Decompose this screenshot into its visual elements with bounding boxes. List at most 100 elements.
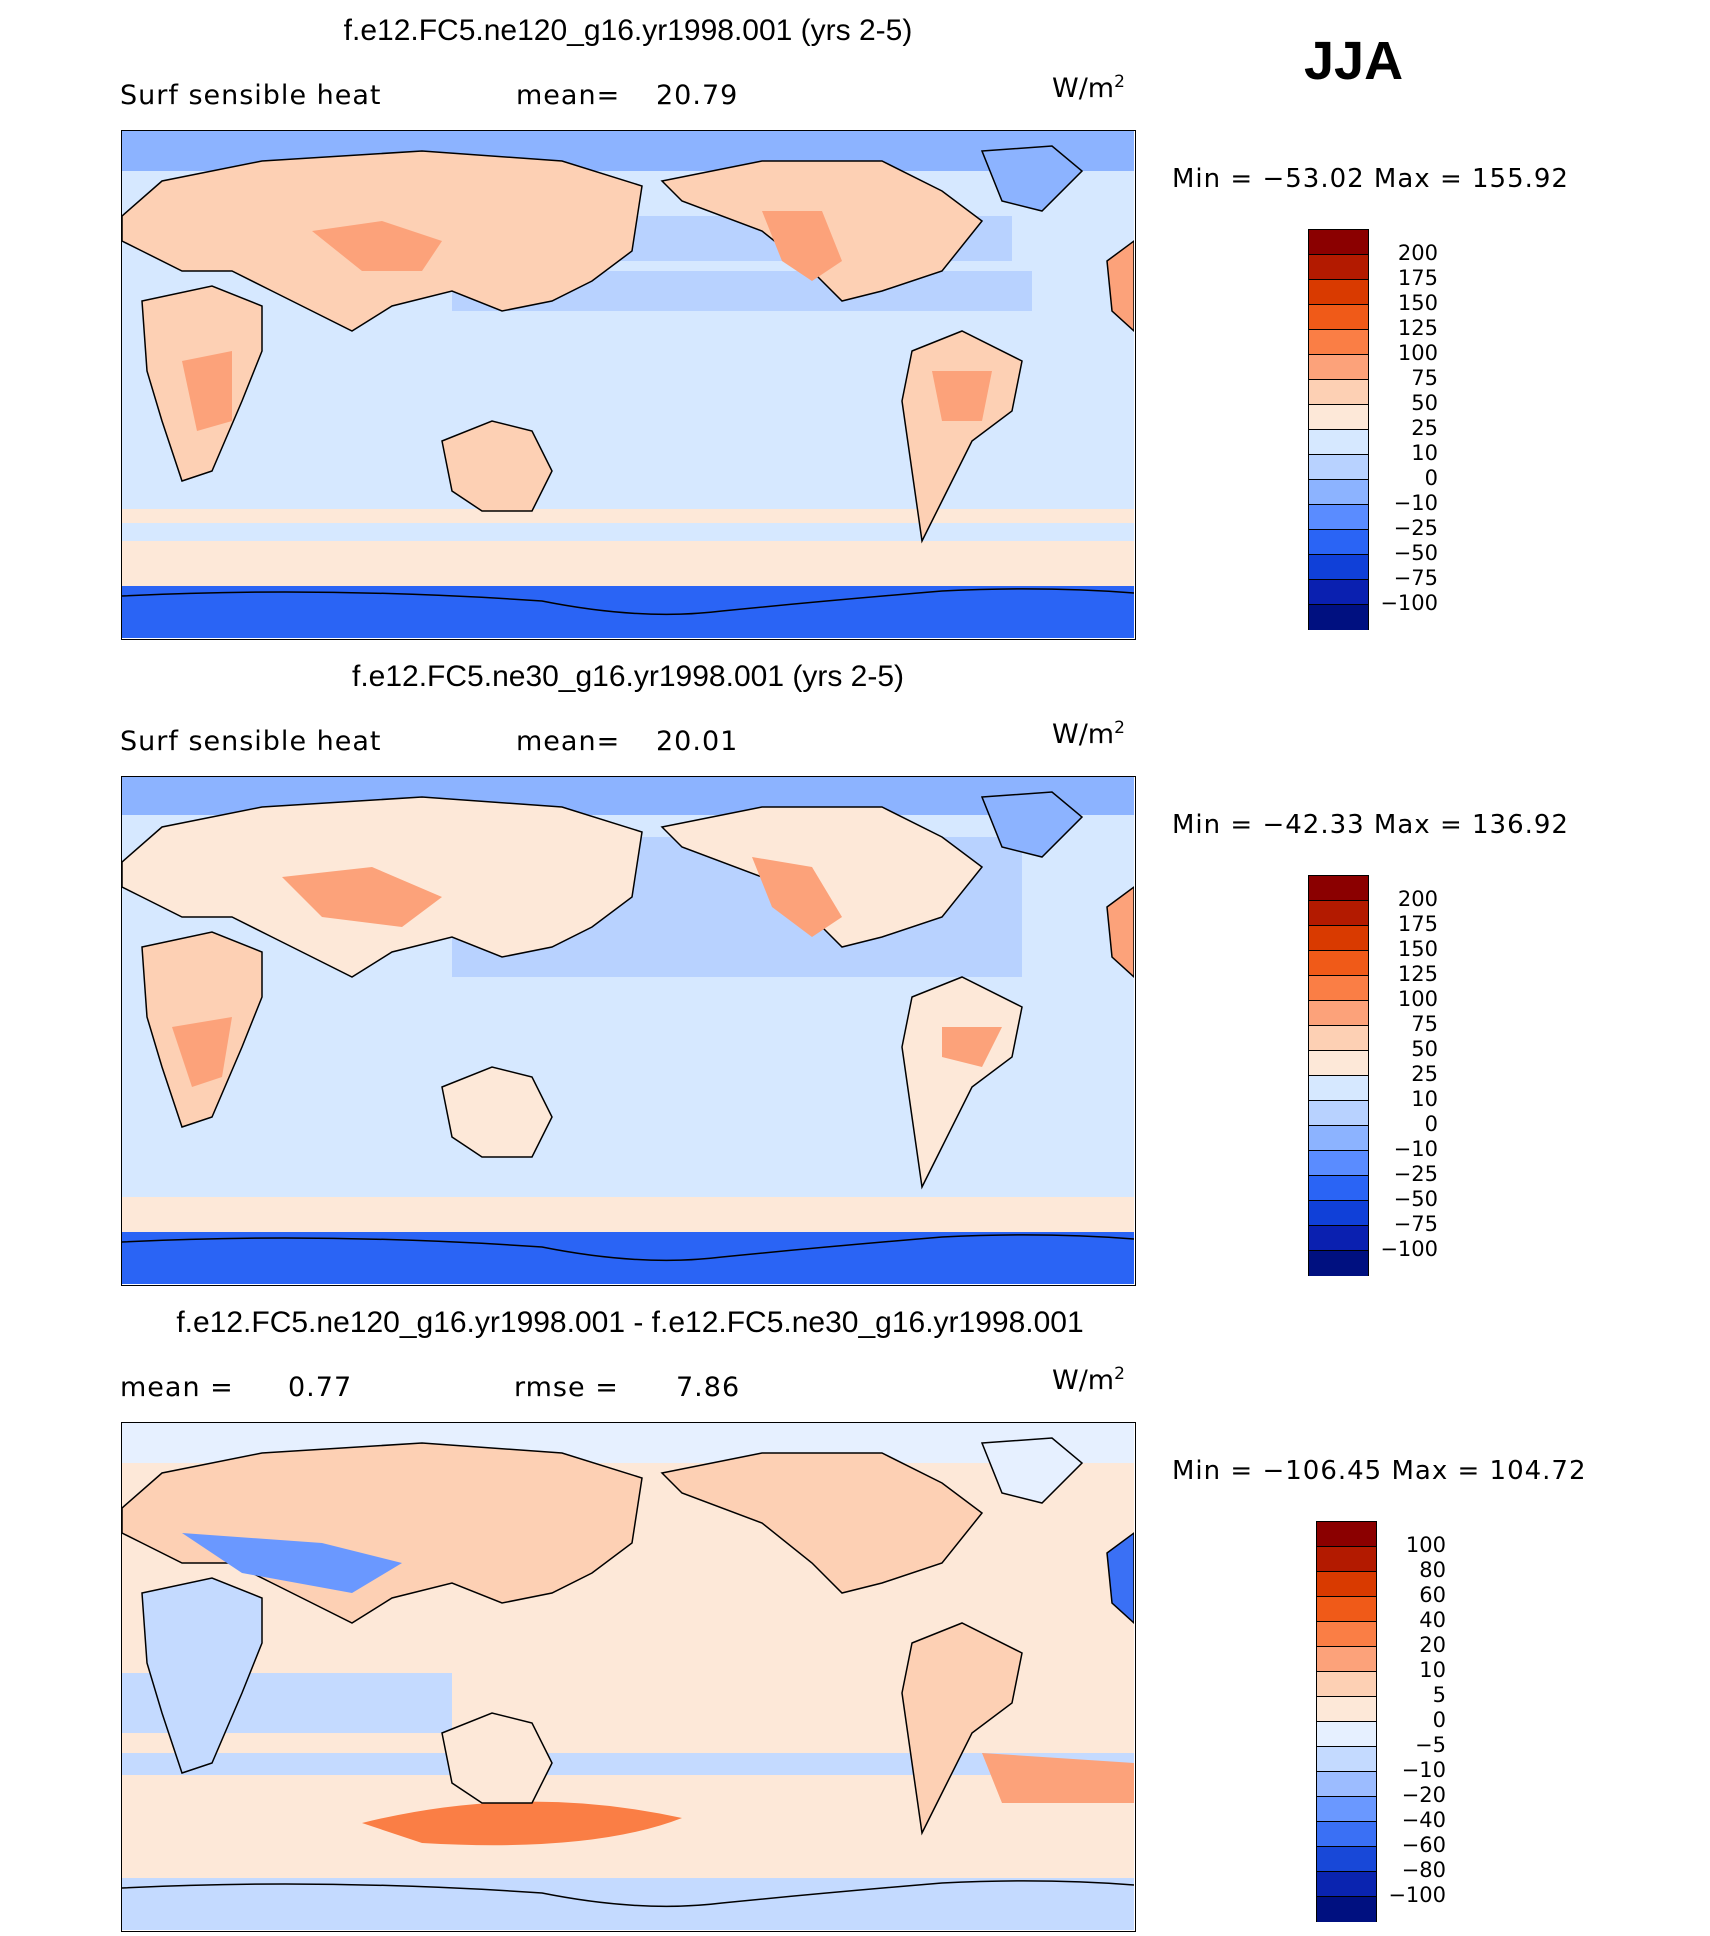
colorbar-swatch — [1309, 555, 1368, 580]
panel-1-minmax: Min = −53.02 Max = 155.92 — [1172, 164, 1569, 194]
colorbar-label: 5 — [1432, 1683, 1446, 1707]
colorbar-swatch — [1317, 1572, 1376, 1597]
colorbar-swatch — [1309, 330, 1368, 355]
colorbar-swatch — [1317, 1747, 1376, 1772]
colorbar-swatch — [1317, 1647, 1376, 1672]
panel-3-rmse-label: rmse = — [514, 1372, 619, 1403]
panel-3-rmse-value: 7.86 — [676, 1372, 741, 1403]
colorbar-swatch — [1309, 605, 1368, 630]
colorbar-swatch — [1317, 1872, 1376, 1897]
colorbar-label: −60 — [1401, 1833, 1446, 1857]
colorbar-label: −25 — [1393, 1162, 1438, 1186]
colorbar-swatch — [1317, 1622, 1376, 1647]
colorbar-swatch — [1317, 1797, 1376, 1822]
panel-1-mean-value: 20.79 — [656, 80, 739, 111]
colorbar-label: 50 — [1411, 1037, 1438, 1061]
colorbar-swatch — [1309, 901, 1368, 926]
panel-3-title: f.e12.FC5.ne120_g16.yr1998.001 - f.e12.F… — [176, 1306, 1084, 1339]
colorbar-label: −10 — [1393, 491, 1438, 515]
colorbar-label: 10 — [1419, 1658, 1446, 1682]
colorbar-label: −50 — [1393, 1187, 1438, 1211]
colorbar-label: 20 — [1419, 1633, 1446, 1657]
panel-1-map — [121, 130, 1136, 640]
colorbar-swatch — [1309, 1051, 1368, 1076]
colorbar-label: −5 — [1415, 1733, 1446, 1757]
colorbar-swatch — [1309, 1226, 1368, 1251]
colorbar-label: 40 — [1419, 1608, 1446, 1632]
panel-1-mean-label: mean= — [516, 80, 621, 111]
colorbar-swatch — [1317, 1847, 1376, 1872]
colorbar-label: −80 — [1401, 1858, 1446, 1882]
colorbar-label: −25 — [1393, 516, 1438, 540]
panel-2-mean-value: 20.01 — [656, 726, 739, 757]
panel-1-title: f.e12.FC5.ne120_g16.yr1998.001 (yrs 2-5) — [343, 14, 913, 47]
colorbar-label: 25 — [1411, 1062, 1438, 1086]
colorbar-swatch — [1317, 1697, 1376, 1722]
panel-2-minmax: Min = −42.33 Max = 136.92 — [1172, 810, 1569, 840]
colorbar-label: 50 — [1411, 391, 1438, 415]
colorbar-swatch — [1309, 280, 1368, 305]
colorbar-swatch — [1309, 976, 1368, 1001]
panel-3-colorbar — [1316, 1521, 1377, 1922]
colorbar-label: −100 — [1380, 591, 1438, 615]
colorbar-swatch — [1309, 580, 1368, 605]
colorbar-label: 200 — [1397, 241, 1438, 265]
colorbar-label: 125 — [1397, 316, 1438, 340]
colorbar-label: 175 — [1397, 266, 1438, 290]
panel-3-units: W/m2 — [1052, 1364, 1125, 1396]
panel-1-variable: Surf sensible heat — [120, 80, 382, 111]
panel-3-minmax: Min = −106.45 Max = 104.72 — [1172, 1456, 1587, 1486]
colorbar-swatch — [1309, 530, 1368, 555]
colorbar-label: −10 — [1393, 1137, 1438, 1161]
colorbar-label: 75 — [1411, 1012, 1438, 1036]
colorbar-swatch — [1317, 1547, 1376, 1572]
colorbar-swatch — [1309, 455, 1368, 480]
colorbar-label: 75 — [1411, 366, 1438, 390]
colorbar-label: 150 — [1397, 291, 1438, 315]
colorbar-swatch — [1317, 1897, 1376, 1922]
colorbar-label: −20 — [1401, 1783, 1446, 1807]
colorbar-label: 125 — [1397, 962, 1438, 986]
colorbar-swatch — [1309, 951, 1368, 976]
colorbar-label: 0 — [1424, 466, 1438, 490]
panel-1-colorbar — [1308, 229, 1369, 630]
colorbar-label: 100 — [1397, 341, 1438, 365]
colorbar-label: −100 — [1388, 1883, 1446, 1907]
panel-3-mean-value: 0.77 — [288, 1372, 353, 1403]
colorbar-label: 0 — [1432, 1708, 1446, 1732]
colorbar-swatch — [1309, 876, 1368, 901]
panel-2-units: W/m2 — [1052, 718, 1125, 750]
panel-1-units: W/m2 — [1052, 72, 1125, 104]
colorbar-swatch — [1309, 1176, 1368, 1201]
colorbar-swatch — [1309, 1001, 1368, 1026]
colorbar-swatch — [1317, 1772, 1376, 1797]
colorbar-label: −40 — [1401, 1808, 1446, 1832]
colorbar-swatch — [1309, 1201, 1368, 1226]
colorbar-swatch — [1309, 355, 1368, 380]
colorbar-swatch — [1309, 230, 1368, 255]
colorbar-swatch — [1309, 1076, 1368, 1101]
colorbar-swatch — [1309, 1126, 1368, 1151]
colorbar-label: 25 — [1411, 416, 1438, 440]
colorbar-swatch — [1309, 926, 1368, 951]
colorbar-label: 0 — [1424, 1112, 1438, 1136]
colorbar-label: −50 — [1393, 541, 1438, 565]
colorbar-label: −75 — [1393, 566, 1438, 590]
colorbar-label: 200 — [1397, 887, 1438, 911]
colorbar-label: 100 — [1397, 987, 1438, 1011]
colorbar-swatch — [1317, 1672, 1376, 1697]
colorbar-swatch — [1309, 1026, 1368, 1051]
colorbar-swatch — [1309, 430, 1368, 455]
colorbar-swatch — [1317, 1722, 1376, 1747]
panel-2-title: f.e12.FC5.ne30_g16.yr1998.001 (yrs 2-5) — [352, 660, 904, 693]
colorbar-swatch — [1309, 305, 1368, 330]
colorbar-label: −75 — [1393, 1212, 1438, 1236]
colorbar-swatch — [1309, 1151, 1368, 1176]
colorbar-label: 150 — [1397, 937, 1438, 961]
colorbar-swatch — [1309, 480, 1368, 505]
panel-2-map — [121, 776, 1136, 1286]
panel-2-variable: Surf sensible heat — [120, 726, 382, 757]
colorbar-swatch — [1309, 255, 1368, 280]
panel-3-mean-label: mean = — [120, 1372, 234, 1403]
colorbar-swatch — [1309, 405, 1368, 430]
